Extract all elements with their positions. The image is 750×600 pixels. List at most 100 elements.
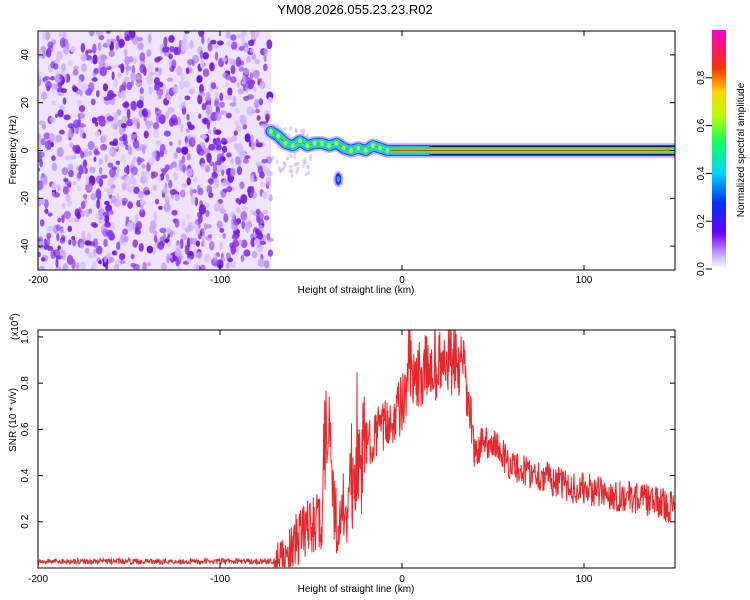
noise-blob bbox=[148, 157, 155, 166]
noise-blob bbox=[261, 191, 268, 199]
noise-blob bbox=[98, 158, 103, 165]
y-tick-label: 1.0 bbox=[20, 330, 31, 344]
noise-blob bbox=[115, 160, 121, 166]
noise-blob bbox=[98, 260, 102, 265]
noise-blob bbox=[195, 227, 201, 236]
noise-blob bbox=[133, 186, 140, 195]
noise-blob bbox=[207, 129, 212, 135]
noise-blob bbox=[256, 142, 263, 148]
noise-blob bbox=[158, 114, 166, 125]
noise-blob bbox=[243, 95, 250, 102]
noise-blob bbox=[53, 59, 61, 64]
noise-blob bbox=[267, 249, 274, 257]
noise-blob bbox=[138, 243, 144, 252]
noise-blob bbox=[41, 123, 46, 130]
snr-multiplier-exponent: 4 bbox=[9, 317, 16, 321]
noise-blob bbox=[250, 31, 256, 38]
noise-blob bbox=[199, 49, 204, 60]
noise-blob bbox=[202, 51, 209, 60]
noise-blob bbox=[126, 118, 134, 127]
noise-blob bbox=[107, 90, 115, 100]
noise-blob bbox=[105, 264, 109, 270]
noise-blob bbox=[180, 233, 187, 241]
noise-blob bbox=[309, 154, 313, 159]
noise-blob bbox=[147, 63, 154, 72]
signal-blob-core bbox=[298, 138, 303, 144]
noise-blob bbox=[139, 87, 144, 95]
noise-blob bbox=[205, 209, 210, 217]
noise-blob bbox=[214, 92, 219, 99]
noise-blob bbox=[73, 119, 80, 129]
noise-blob bbox=[232, 239, 240, 248]
noise-blob bbox=[40, 138, 46, 146]
noise-blob bbox=[106, 38, 111, 47]
noise-blob bbox=[80, 42, 86, 53]
noise-blob bbox=[85, 175, 90, 186]
noise-blob bbox=[163, 130, 171, 137]
y-tick-label: 20 bbox=[20, 97, 31, 109]
noise-blob bbox=[65, 194, 71, 203]
noise-blob bbox=[195, 251, 203, 260]
noise-blob bbox=[235, 56, 242, 68]
noise-blob bbox=[189, 187, 193, 197]
noise-blob bbox=[210, 39, 217, 45]
noise-blob bbox=[73, 65, 79, 71]
spectrogram-x-ticks: -200 -100 0 100 bbox=[28, 31, 593, 286]
noise-blob bbox=[122, 133, 128, 141]
noise-blob bbox=[86, 232, 91, 242]
noise-blob bbox=[283, 161, 287, 166]
noise-blob bbox=[127, 201, 134, 209]
x-tick-label: 0 bbox=[399, 574, 405, 585]
noise-blob bbox=[262, 167, 271, 173]
noise-blob bbox=[257, 258, 265, 268]
noise-blob bbox=[168, 141, 173, 147]
noise-blob bbox=[158, 67, 162, 75]
noise-blob bbox=[309, 157, 313, 162]
noise-blob bbox=[184, 31, 190, 34]
noise-blob bbox=[238, 239, 243, 246]
noise-blob bbox=[205, 224, 212, 229]
noise-blob bbox=[251, 251, 258, 259]
noise-blob bbox=[156, 140, 161, 146]
noise-blob bbox=[105, 204, 113, 212]
noise-blob bbox=[250, 141, 256, 151]
noise-blob bbox=[132, 239, 138, 248]
noise-blob bbox=[188, 88, 195, 95]
noise-blob bbox=[221, 257, 226, 262]
noise-blob bbox=[283, 127, 287, 132]
noise-blob bbox=[68, 169, 74, 178]
noise-blob bbox=[240, 254, 245, 262]
noise-blob bbox=[135, 221, 142, 231]
noise-blob bbox=[181, 155, 186, 165]
noise-blob bbox=[123, 235, 129, 243]
noise-blob bbox=[39, 197, 46, 206]
noise-blob bbox=[241, 206, 249, 211]
noise-blob bbox=[233, 119, 240, 126]
noise-blob bbox=[146, 245, 154, 254]
noise-blob bbox=[91, 261, 97, 270]
noise-blob bbox=[130, 100, 137, 111]
y-tick-label: 0.2 bbox=[20, 514, 31, 528]
noise-blob bbox=[257, 78, 263, 83]
noise-blob bbox=[171, 59, 177, 70]
noise-blob bbox=[128, 56, 134, 63]
noise-blob bbox=[233, 142, 238, 150]
noise-blob bbox=[104, 200, 110, 206]
noise-blob bbox=[149, 225, 156, 234]
noise-blob bbox=[88, 182, 92, 192]
noise-blob bbox=[182, 33, 188, 43]
y-tick-label: 0.4 bbox=[20, 468, 31, 482]
noise-blob bbox=[110, 195, 117, 204]
noise-blob bbox=[103, 211, 110, 218]
noise-blob bbox=[43, 132, 51, 140]
noise-blob bbox=[46, 85, 51, 92]
noise-blob bbox=[132, 57, 138, 64]
x-tick-label: -200 bbox=[28, 275, 48, 286]
noise-blob bbox=[177, 265, 181, 270]
noise-blob bbox=[54, 113, 58, 118]
noise-blob bbox=[38, 70, 42, 80]
noise-blob bbox=[143, 110, 148, 118]
noise-blob bbox=[100, 174, 108, 179]
noise-blob bbox=[216, 40, 224, 46]
noise-blob bbox=[80, 151, 85, 159]
